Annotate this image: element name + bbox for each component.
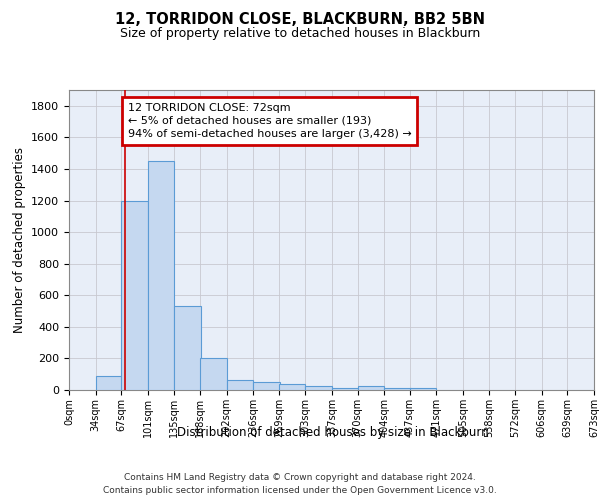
Bar: [95, 376, 122, 390]
Bar: [200, 358, 227, 390]
Bar: [148, 161, 175, 390]
Text: Size of property relative to detached houses in Blackburn: Size of property relative to detached ho…: [120, 28, 480, 40]
Y-axis label: Number of detached properties: Number of detached properties: [13, 147, 26, 333]
Text: Contains public sector information licensed under the Open Government Licence v3: Contains public sector information licen…: [103, 486, 497, 495]
Text: Distribution of detached houses by size in Blackburn: Distribution of detached houses by size …: [177, 426, 489, 439]
Bar: [410, 388, 436, 390]
Bar: [227, 380, 253, 390]
Bar: [332, 388, 358, 390]
Text: 12 TORRIDON CLOSE: 72sqm
← 5% of detached houses are smaller (193)
94% of semi-d: 12 TORRIDON CLOSE: 72sqm ← 5% of detache…: [128, 102, 411, 139]
Bar: [175, 306, 201, 390]
Bar: [384, 388, 410, 390]
Bar: [358, 386, 384, 390]
Text: 12, TORRIDON CLOSE, BLACKBURN, BB2 5BN: 12, TORRIDON CLOSE, BLACKBURN, BB2 5BN: [115, 12, 485, 28]
Bar: [279, 384, 305, 390]
Bar: [253, 382, 280, 390]
Text: Contains HM Land Registry data © Crown copyright and database right 2024.: Contains HM Land Registry data © Crown c…: [124, 472, 476, 482]
Bar: [305, 386, 332, 390]
Bar: [121, 200, 148, 390]
